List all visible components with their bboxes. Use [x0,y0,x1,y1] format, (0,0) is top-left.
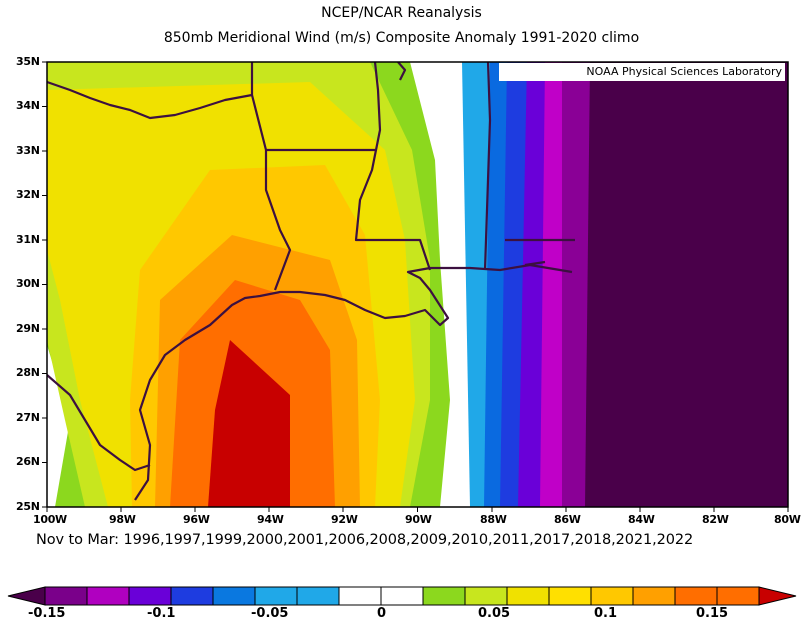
texas-louisiana-border [250,62,292,291]
colorbar-label: 0.1 [594,606,618,621]
credit-label: NOAA Physical Sciences Laboratory [499,63,785,81]
lat-label: 33N [16,144,40,157]
map-boundaries [47,62,575,501]
lon-label: 82W [702,513,729,526]
lon-label: 98W [109,513,136,526]
mississippi-alabama-border [483,62,492,271]
lat-label: 30N [16,277,40,290]
colorbar [7,586,797,606]
colorbar-label: 0.15 [696,606,729,621]
lon-label: 90W [405,513,432,526]
lon-label: 92W [331,513,358,526]
lon-label: 100W [33,513,67,526]
lat-label: 32N [16,188,40,201]
lon-label: 84W [628,513,655,526]
colorbar-label: -0.15 [28,606,66,621]
lat-label: 27N [16,411,40,424]
us-mexico-border [47,80,253,120]
composite-years: Nov to Mar: 1996,1997,1999,2000,2001,200… [36,532,694,548]
chart-subtitle: 850mb Meridional Wind (m/s) Composite An… [163,30,640,46]
colorbar-label: -0.05 [251,606,289,621]
mississippi-river [354,62,432,271]
colorbar-label: 0.05 [478,606,511,621]
anomaly-field [47,62,788,507]
lon-label: 94W [257,513,284,526]
pensacola-coast [524,260,546,267]
gulf-coastline [134,263,573,501]
colorbar-label: 0 [377,606,387,621]
lat-label: 25N [16,500,40,513]
lat-label: 34N [16,99,40,112]
mexico-coastline [47,374,151,472]
lon-label: 88W [480,513,507,526]
colorbar-label: -0.1 [147,606,176,621]
lat-label: 26N [16,455,40,468]
tennessee-border [397,62,407,81]
lon-label: 86W [554,513,581,526]
lat-label: 35N [16,55,40,68]
chart-title: NCEP/NCAR Reanalysis [321,5,482,21]
map-ticks [42,61,789,512]
lon-label: 96W [183,513,210,526]
lat-label: 31N [16,233,40,246]
lon-label: 80W [774,513,801,526]
lat-label: 29N [16,322,40,335]
lat-label: 28N [16,366,40,379]
